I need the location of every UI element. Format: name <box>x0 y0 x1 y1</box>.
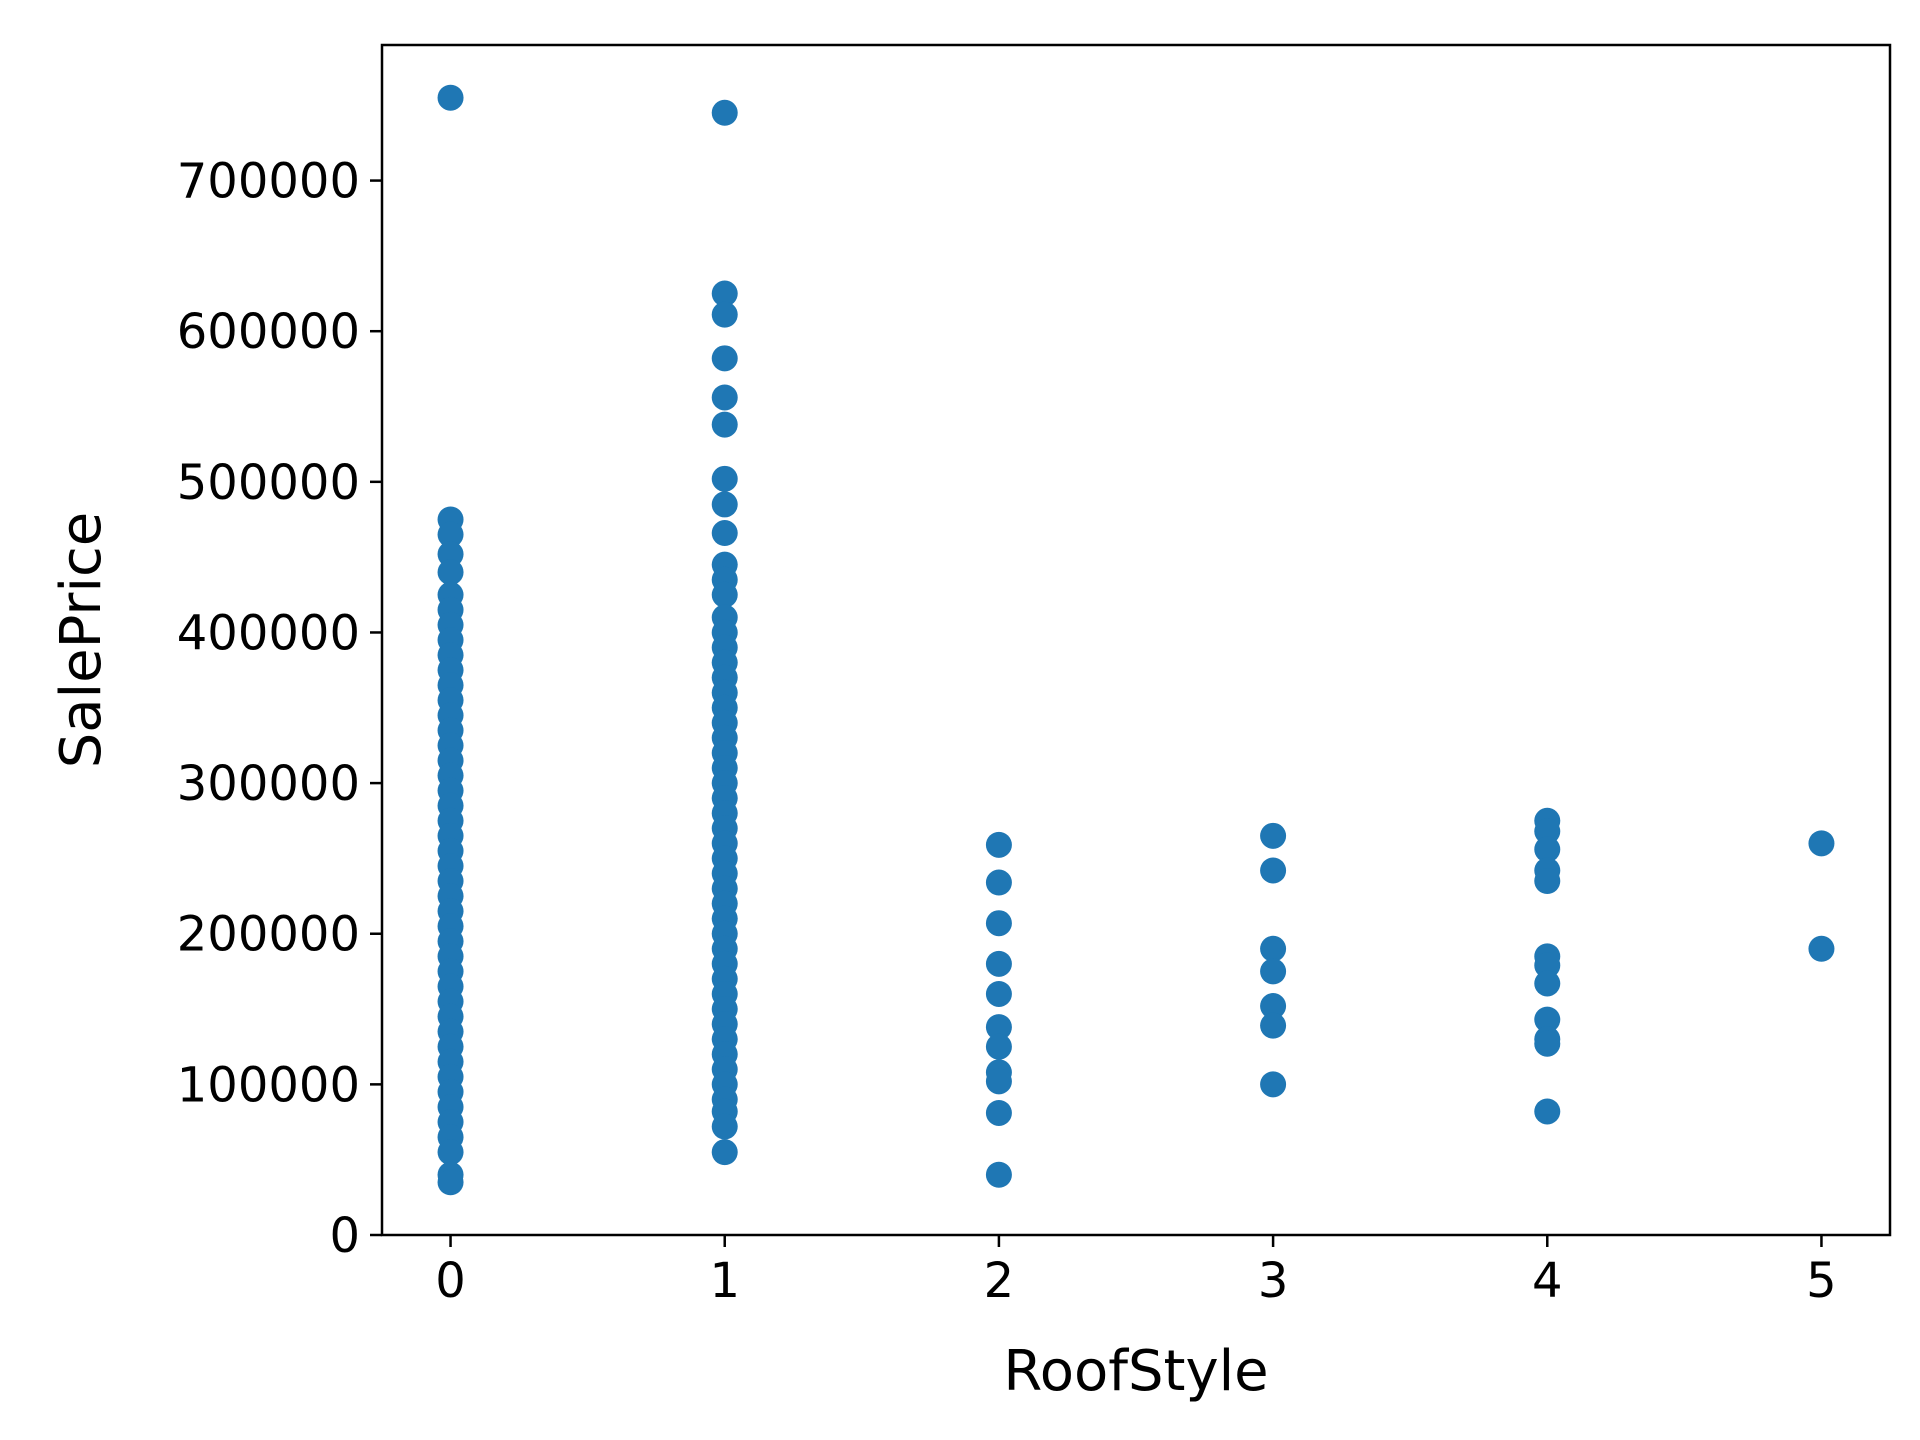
data-point <box>437 541 464 568</box>
data-point <box>985 950 1012 977</box>
data-point <box>985 1161 1012 1188</box>
data-point <box>1808 935 1835 962</box>
y-tick-label: 600000 <box>177 304 360 360</box>
data-point <box>1260 993 1287 1020</box>
data-point <box>1808 830 1835 857</box>
data-point <box>1534 836 1561 863</box>
y-axis: 0 100000 200000 300000 400000 500000 600000 700… <box>177 154 382 1264</box>
data-point <box>437 1169 464 1196</box>
y-tick-label: 100000 <box>177 1057 360 1113</box>
data-point <box>1534 868 1561 895</box>
data-point <box>711 99 738 126</box>
data-point <box>985 869 1012 896</box>
data-point <box>1260 857 1287 884</box>
plot-frame <box>380 43 1892 1237</box>
data-point <box>711 280 738 307</box>
data-point <box>1534 818 1561 845</box>
x-axis-label: RoofStyle <box>1003 1339 1268 1404</box>
data-point <box>1534 1006 1561 1033</box>
data-point <box>1260 935 1287 962</box>
data-point <box>711 581 738 608</box>
data-points <box>437 84 1835 1196</box>
data-point <box>711 301 738 328</box>
x-tick-label: 2 <box>984 1253 1015 1309</box>
data-point <box>437 1139 464 1166</box>
data-point <box>711 345 738 372</box>
data-point <box>711 465 738 492</box>
y-tick-label: 0 <box>329 1208 360 1264</box>
x-tick-label: 5 <box>1806 1253 1837 1309</box>
data-point <box>711 1113 738 1140</box>
data-point <box>437 521 464 548</box>
data-point <box>1534 952 1561 979</box>
y-axis-label: SalePrice <box>49 512 114 768</box>
data-point <box>1260 1012 1287 1039</box>
x-tick-label: 3 <box>1258 1253 1289 1309</box>
data-point <box>985 910 1012 937</box>
data-point <box>437 559 464 586</box>
x-tick-label: 0 <box>435 1253 466 1309</box>
data-point <box>1260 1071 1287 1098</box>
data-point <box>711 520 738 547</box>
data-point <box>711 411 738 438</box>
data-point <box>985 1068 1012 1095</box>
data-point <box>711 491 738 518</box>
y-tick-label: 500000 <box>177 455 360 511</box>
data-point <box>985 1033 1012 1060</box>
x-tick-label: 1 <box>709 1253 740 1309</box>
data-point <box>1260 958 1287 985</box>
data-point <box>1534 1030 1561 1057</box>
data-point <box>985 1099 1012 1126</box>
data-point <box>711 384 738 411</box>
y-tick-label: 200000 <box>177 907 360 963</box>
data-point <box>1260 822 1287 849</box>
y-tick-label: 400000 <box>177 605 360 661</box>
y-tick-label: 300000 <box>177 756 360 812</box>
data-point <box>985 1014 1012 1041</box>
data-point <box>1534 970 1561 997</box>
data-point <box>985 980 1012 1007</box>
data-point <box>985 831 1012 858</box>
data-point <box>437 84 464 111</box>
data-point <box>1534 1098 1561 1125</box>
data-point <box>711 1139 738 1166</box>
y-tick-label: 700000 <box>177 154 360 210</box>
x-axis: 0 1 2 3 4 5 <box>435 1235 1837 1309</box>
x-tick-label: 4 <box>1532 1253 1563 1309</box>
